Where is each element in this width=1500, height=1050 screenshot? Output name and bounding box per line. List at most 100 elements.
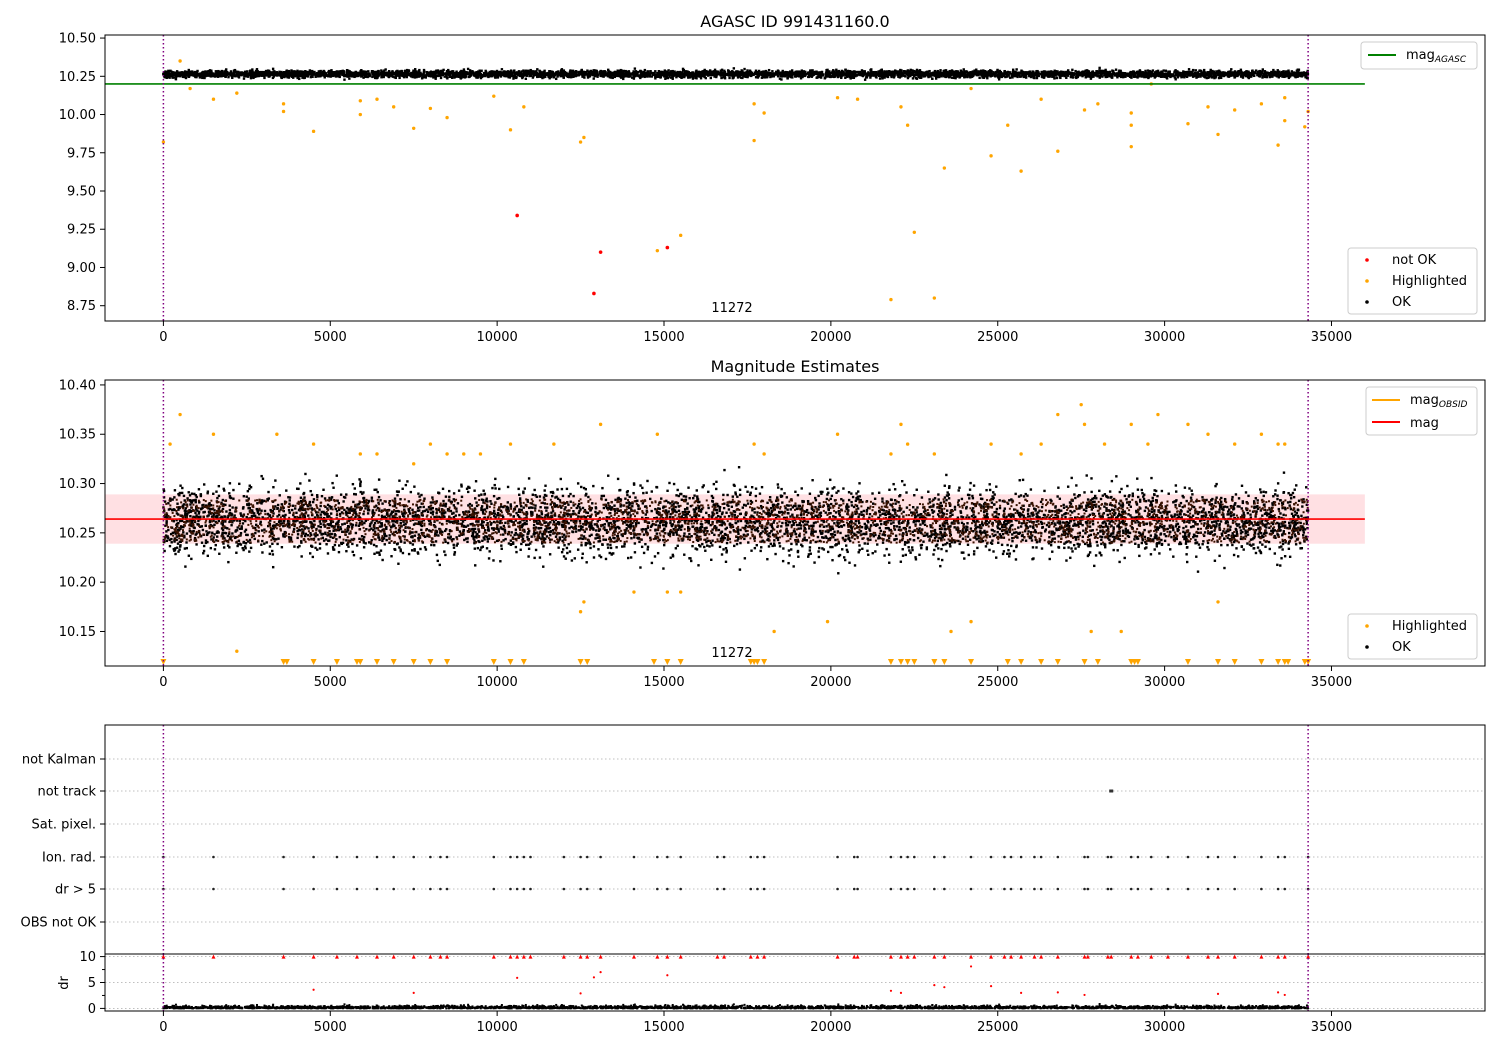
ok-point — [1282, 75, 1285, 78]
ok-point — [402, 75, 406, 79]
ok-point — [495, 69, 499, 73]
ok-point — [1080, 71, 1084, 74]
ok-point — [829, 75, 832, 78]
ok-point — [602, 71, 605, 75]
ok-point — [722, 73, 726, 76]
ok-point — [489, 73, 492, 77]
ok-point — [814, 70, 818, 74]
ok-point — [1124, 72, 1127, 76]
ok-point — [394, 74, 398, 78]
ok-point — [687, 72, 691, 75]
ok-point — [1022, 75, 1025, 79]
ok-point — [786, 77, 789, 80]
ok-point — [571, 71, 574, 74]
ok-point — [1193, 73, 1197, 76]
ok-point — [791, 76, 794, 79]
ok-point — [236, 70, 240, 74]
ok-point — [469, 73, 472, 76]
ok-point — [977, 70, 981, 73]
ok-point — [1250, 73, 1253, 76]
ok-point — [282, 74, 285, 77]
ok-point — [756, 76, 760, 79]
ok-point — [1142, 71, 1146, 75]
ok-point — [752, 73, 756, 76]
ok-point — [1205, 76, 1208, 80]
ok-point — [1083, 73, 1086, 77]
ok-point — [1174, 69, 1177, 72]
ok-point — [1065, 73, 1068, 77]
ok-point — [997, 75, 1000, 78]
ok-point — [675, 75, 678, 79]
ok-point — [296, 76, 300, 79]
ok-point — [704, 76, 707, 80]
ok-point — [264, 69, 268, 73]
ok-point — [974, 72, 977, 75]
ok-point — [754, 70, 758, 74]
ok-point — [918, 76, 922, 79]
ok-point — [592, 71, 595, 75]
ok-point — [984, 70, 987, 74]
ok-point — [913, 75, 916, 78]
ok-point — [468, 71, 471, 74]
ok-point — [1154, 71, 1157, 75]
ok-point — [508, 75, 512, 78]
ok-point — [475, 71, 479, 75]
ok-point — [705, 72, 708, 76]
ok-point — [1265, 74, 1269, 77]
ok-point — [588, 73, 592, 77]
ok-point — [284, 74, 287, 77]
ok-point — [1137, 72, 1140, 76]
ok-point — [603, 71, 607, 74]
ok-point — [460, 73, 463, 76]
ok-point — [967, 71, 971, 75]
ok-point — [973, 69, 976, 72]
ok-point — [581, 75, 584, 78]
ok-point — [605, 73, 608, 77]
ok-point — [788, 70, 792, 73]
ok-point — [527, 72, 531, 75]
ok-point — [1053, 72, 1056, 75]
ok-point — [460, 75, 464, 78]
ok-point — [1195, 75, 1199, 79]
ok-point — [188, 70, 191, 73]
ok-point — [1289, 72, 1292, 76]
ok-point — [885, 73, 888, 76]
ok-point — [204, 74, 207, 78]
ok-point — [329, 72, 332, 75]
ok-point — [1207, 76, 1211, 79]
ok-point — [588, 70, 591, 73]
ok-point — [276, 74, 279, 77]
ok-point — [524, 77, 528, 80]
ok-point — [221, 72, 224, 75]
ok-point — [500, 68, 504, 71]
ok-point — [387, 70, 391, 73]
ok-point — [522, 74, 525, 77]
ok-point — [903, 74, 906, 77]
ok-point — [634, 70, 638, 73]
ok-point — [1268, 74, 1271, 77]
ok-point — [663, 69, 667, 72]
ok-point — [836, 72, 839, 75]
ok-point — [208, 69, 212, 72]
ok-point — [893, 69, 897, 72]
ok-point — [963, 75, 966, 79]
ok-point — [790, 69, 794, 72]
ok-point — [1230, 71, 1234, 74]
ok-point — [726, 72, 729, 76]
ok-point — [391, 70, 394, 73]
ok-point — [654, 74, 658, 77]
ok-point — [380, 69, 383, 72]
ok-point — [1109, 73, 1112, 77]
ok-point — [562, 69, 566, 72]
ok-point — [237, 76, 241, 79]
ok-point — [996, 73, 1000, 77]
ok-point — [627, 70, 631, 73]
ok-point — [767, 68, 771, 72]
ok-point — [294, 70, 297, 74]
ok-point — [1006, 75, 1009, 78]
ok-point — [926, 74, 930, 77]
ok-point — [954, 71, 958, 74]
ok-point — [869, 76, 872, 79]
ok-point — [957, 74, 961, 78]
ok-point — [844, 73, 848, 77]
